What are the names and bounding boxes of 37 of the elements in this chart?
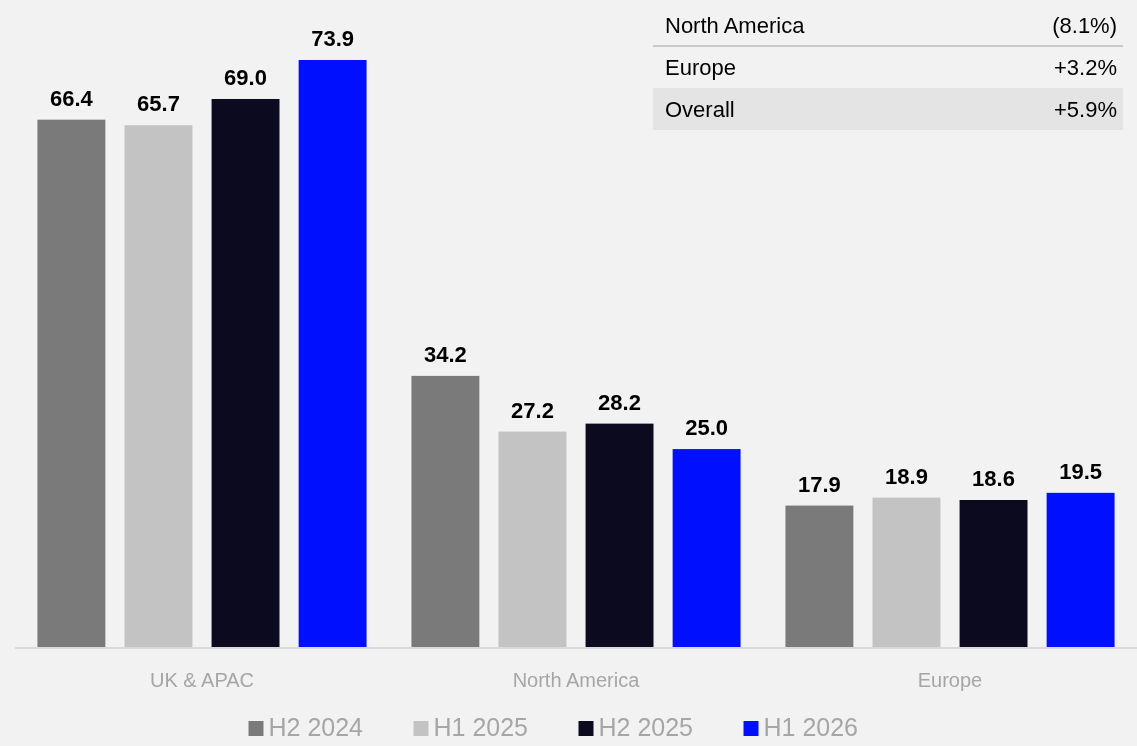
legend-label: H2 2025 [598, 713, 694, 741]
text: (8.1%) [1052, 13, 1117, 38]
bar [298, 60, 367, 648]
x-tick-label: UK & APAC [149, 669, 255, 691]
legend-label: H1 2025 [433, 713, 529, 741]
data-label: 27.2 [511, 397, 554, 423]
data-label: 25.0 [685, 415, 729, 441]
annotation: Overall [665, 97, 735, 122]
bar [411, 375, 480, 648]
bar [959, 500, 1028, 648]
bar [211, 98, 280, 648]
legend-label: H2 2024 [268, 713, 364, 741]
bar [124, 125, 193, 648]
bar [872, 497, 941, 648]
data-label: 73.9 [311, 26, 355, 51]
bar [498, 431, 567, 648]
legend-label: H1 2026 [763, 713, 859, 741]
data-label: 18.6 [972, 466, 1015, 492]
x-tick-label: North America [512, 669, 641, 691]
data-label: 66.4 [49, 85, 94, 111]
bar [672, 449, 741, 648]
bar [37, 119, 106, 648]
data-label: 69.0 [224, 64, 267, 90]
data-label: 65.7 [137, 91, 180, 117]
data-label: 18.9 [885, 463, 928, 489]
bar [785, 505, 854, 648]
data-label: 17.9 [797, 471, 841, 497]
x-tick-label: Europe [917, 669, 983, 691]
text: North America [665, 13, 806, 38]
data-label: 34.2 [423, 341, 467, 367]
bar [1046, 492, 1115, 648]
bar [585, 423, 654, 648]
annotation: +3.2% [1054, 55, 1117, 80]
data-label: 19.5 [1059, 458, 1103, 484]
data-label: 28.2 [598, 389, 641, 415]
annotation: +5.9% [1054, 97, 1117, 122]
annotation: Europe [665, 55, 736, 80]
